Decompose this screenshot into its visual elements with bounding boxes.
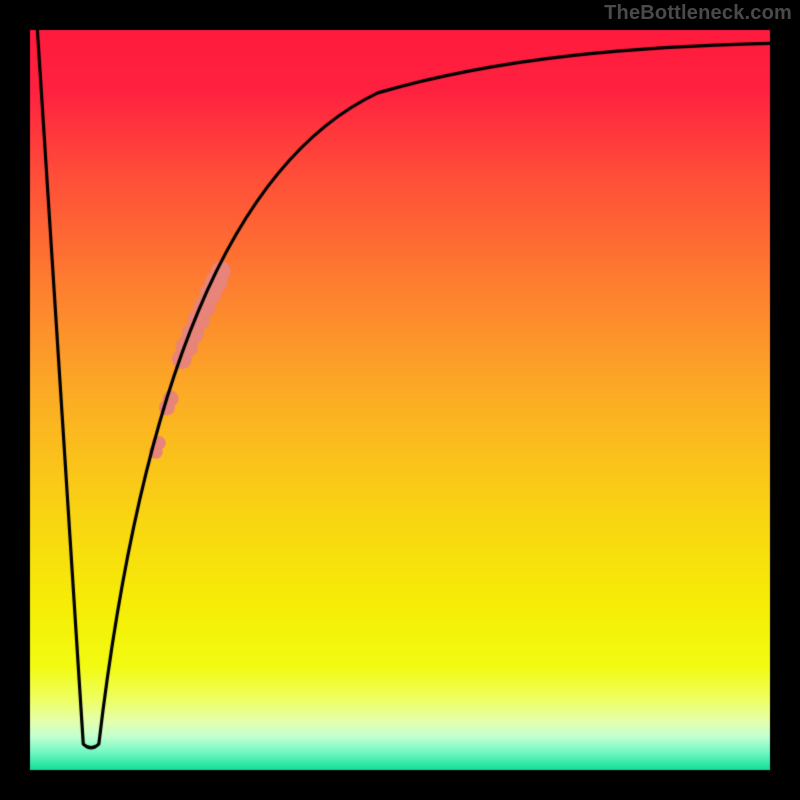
chart-stage: TheBottleneck.com (0, 0, 800, 800)
bottleneck-chart-canvas (0, 0, 800, 800)
watermark-text: TheBottleneck.com (604, 2, 792, 25)
